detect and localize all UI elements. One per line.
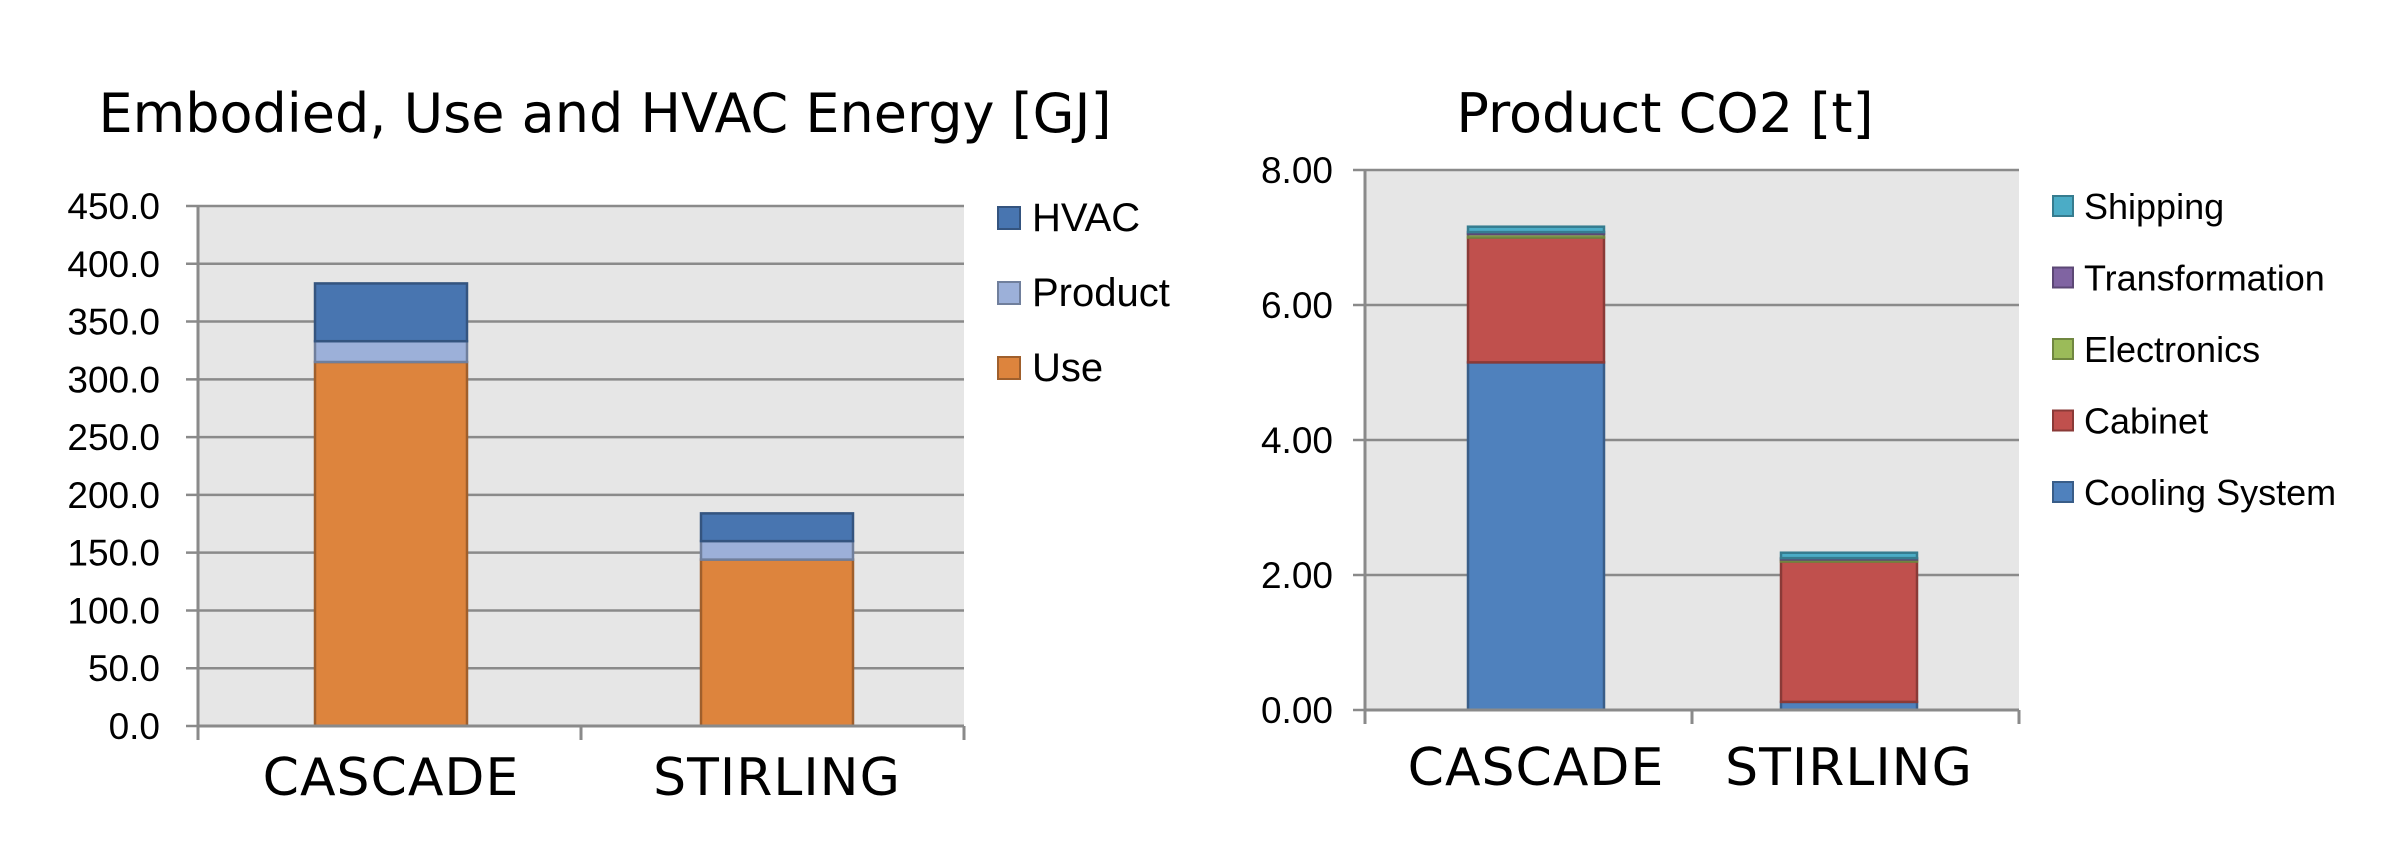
bar-segment-cabinet-stirling <box>1779 560 1919 704</box>
energy-y-ticks: 0.0 50.0 100.0 150.0 200.0 250.0 300.0 350.0 400… <box>67 186 160 747</box>
y-tick-label: 300.0 <box>67 359 160 400</box>
energy-x-categories: CASCADE STIRLING <box>263 748 901 808</box>
legend-swatch-transformation <box>2052 266 2074 289</box>
y-tick-label: 350.0 <box>67 302 160 343</box>
legend-label: Use <box>1032 346 1103 390</box>
legend-label: Cooling System <box>2084 472 2336 513</box>
legend-label: Cabinet <box>2084 401 2208 442</box>
legend-label: Shipping <box>2084 186 2224 227</box>
legend-label: Product <box>1032 271 1170 315</box>
bar-segment-use-stirling <box>699 558 855 728</box>
legend-swatch-use <box>997 356 1021 380</box>
bar-segment-hvac-cascade <box>313 282 469 343</box>
bar-segment-shipping-cascade <box>1466 225 1606 234</box>
x-category-label: STIRLING <box>653 748 901 808</box>
co2-y-ticks: 0.00 2.00 4.00 6.00 8.00 <box>1261 150 1333 731</box>
y-tick-label: 4.00 <box>1261 420 1333 461</box>
energy-legend: HVAC Product Use <box>997 196 1170 390</box>
legend-label: Electronics <box>2084 329 2260 370</box>
x-category-label: STIRLING <box>1725 738 1973 798</box>
y-tick-label: 0.00 <box>1261 690 1333 731</box>
bar-segment-use-cascade <box>313 360 469 728</box>
y-tick-label: 200.0 <box>67 475 160 516</box>
legend-label: HVAC <box>1032 196 1140 240</box>
legend-swatch-shipping <box>2052 195 2074 217</box>
co2-bars <box>1466 225 1919 712</box>
y-tick-label: 150.0 <box>67 533 160 574</box>
co2-legend: Shipping Transformation Electronics Cabinet… <box>2052 186 2336 513</box>
co2-axes <box>1363 170 2021 724</box>
energy-chart-title: Embodied, Use and HVAC Energy [GJ] <box>98 82 1111 145</box>
y-tick-label: 0.0 <box>109 706 160 747</box>
y-tick-label: 450.0 <box>67 186 160 227</box>
energy-bars <box>313 282 855 728</box>
y-tick-label: 8.00 <box>1261 150 1333 191</box>
x-category-label: CASCADE <box>263 748 520 808</box>
legend-swatch-hvac <box>997 206 1021 230</box>
x-category-label: CASCADE <box>1408 738 1665 798</box>
legend-swatch-cooling-system <box>2052 481 2074 503</box>
y-tick-label: 250.0 <box>67 417 160 458</box>
co2-chart-title: Product CO2 [t] <box>1456 82 1873 145</box>
y-tick-label: 50.0 <box>88 648 160 689</box>
bar-segment-hvac-stirling <box>699 512 855 543</box>
legend-swatch-electronics <box>2052 338 2074 360</box>
y-tick-label: 6.00 <box>1261 285 1333 326</box>
y-tick-label: 400.0 <box>67 244 160 285</box>
bar-segment-shipping-stirling <box>1779 551 1919 560</box>
co2-chart: Product CO2 [t] 0.00 2.00 4.00 6.00 8.00 CAS… <box>1261 82 2336 798</box>
energy-axes <box>196 206 966 740</box>
bar-segment-product-stirling <box>699 539 855 561</box>
y-tick-label: 100.0 <box>67 590 160 631</box>
bar-segment-product-cascade <box>313 339 469 364</box>
legend-swatch-cabinet <box>2052 409 2074 432</box>
bar-segment-cabinet-cascade <box>1466 236 1606 364</box>
bar-segment-cooling-system-cascade <box>1466 361 1606 712</box>
co2-x-categories: CASCADE STIRLING <box>1408 738 1973 798</box>
energy-chart: Embodied, Use and HVAC Energy [GJ] 0.0 50… <box>67 82 1169 808</box>
legend-label: Transformation <box>2084 258 2325 299</box>
y-tick-label: 2.00 <box>1261 555 1333 596</box>
legend-swatch-product <box>997 281 1021 305</box>
